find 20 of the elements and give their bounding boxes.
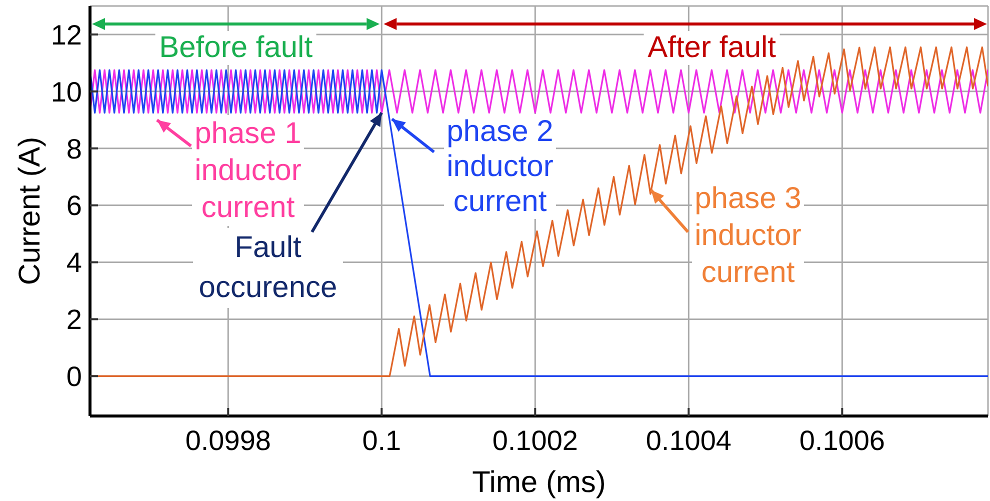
annotation: Fault occurence [193, 228, 343, 308]
y-tick-label: 8 [66, 133, 82, 164]
x-axis-title: Time (ms) [472, 466, 606, 499]
y-tick-label: 2 [66, 304, 82, 336]
y-axis-title: Current (A) [14, 136, 46, 286]
y-tick-label: 12 [50, 19, 82, 50]
x-tick-label: 0.1004 [646, 424, 732, 456]
y-tick-label: 4 [66, 247, 82, 278]
legend-label: phase 2 inductor current [444, 114, 556, 219]
annotation: After fault [644, 31, 780, 65]
series-label: phase 1 inductor current [192, 115, 304, 226]
y-tick-label: 6 [66, 190, 82, 222]
x-tick-label: 0.1002 [492, 424, 578, 456]
y-tick-label: 10 [50, 76, 82, 108]
x-tick-label: 0.0998 [185, 424, 271, 456]
x-tick-label: 0.1006 [799, 424, 885, 456]
x-tick-label: 0.1 [362, 424, 402, 456]
y-tick-label: 0 [66, 361, 82, 392]
annotation: Before fault [155, 31, 317, 65]
series-label: phase 3 inductor current [692, 180, 804, 291]
